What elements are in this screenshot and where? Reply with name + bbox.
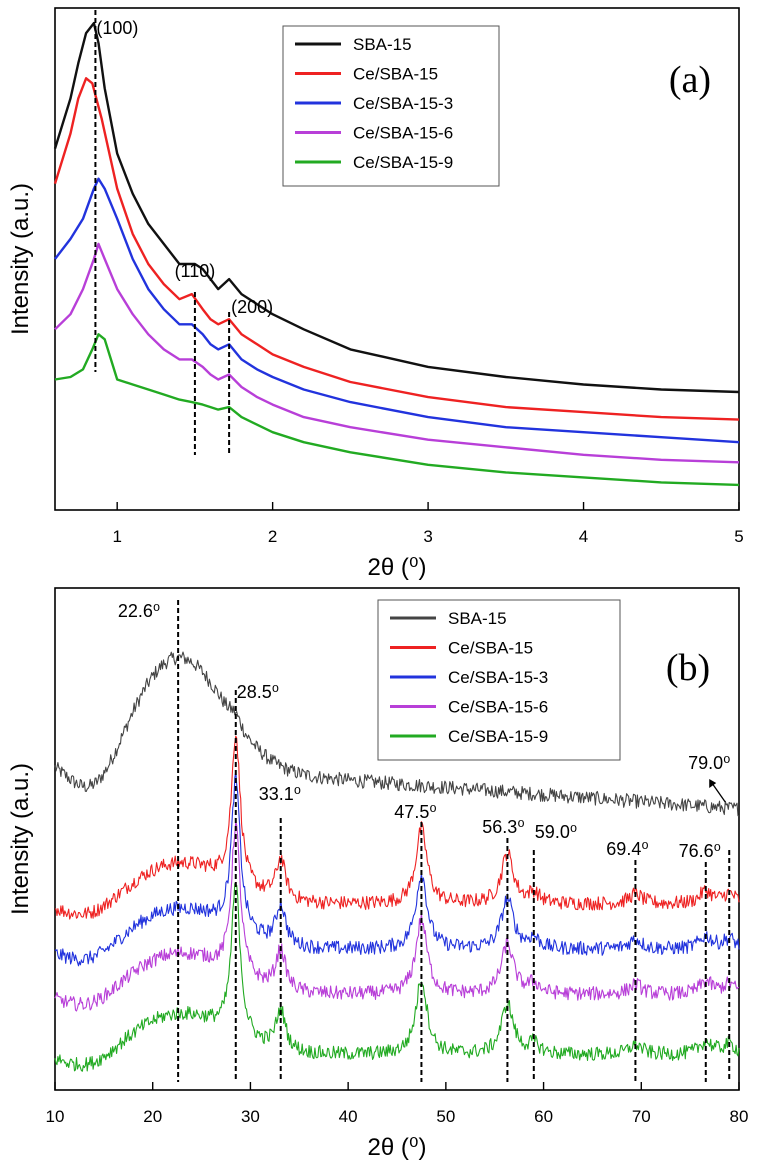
series-line-ce-sba-15-3: [54, 770, 740, 967]
legend-box: [377, 599, 621, 761]
x-tick-label: 1: [112, 527, 121, 546]
legend-entry-ce-sba-15-6: Ce/SBA-15-6: [448, 698, 548, 717]
legend-box: [282, 25, 500, 187]
peak-label-47-5: 47.5⁰: [394, 802, 436, 822]
series-line-ce-sba-15-6: [54, 821, 740, 1012]
panel-label: (b): [666, 647, 710, 689]
series-line-ce-sba-15-9: [54, 883, 740, 1072]
peak-label-33-1: 33.1⁰: [259, 784, 301, 804]
peak-label-76-6: 76.6⁰: [679, 841, 721, 861]
x-tick-label: 60: [534, 1107, 553, 1126]
legend-entry-ce-sba-15: Ce/SBA-15: [448, 639, 533, 658]
peak-label-79-0: 79.0⁰: [688, 753, 730, 773]
panel-label: (a): [669, 59, 711, 101]
series-line-ce-sba-15-9: [54, 333, 740, 487]
series-line-ce-sba-15-3: [54, 177, 740, 444]
x-tick-label: 5: [734, 527, 743, 546]
y-axis-label: Intensity (a.u.): [7, 183, 34, 335]
y-axis-label: Intensity (a.u.): [7, 763, 34, 915]
legend-entry-ce-sba-15-9: Ce/SBA-15-9: [353, 153, 453, 172]
x-axis-label: 2θ (⁰): [368, 554, 427, 581]
x-tick-label: 10: [46, 1107, 65, 1126]
legend-entry-ce-sba-15: Ce/SBA-15: [353, 65, 438, 84]
x-tick-label: 3: [423, 527, 432, 546]
series-line-ce-sba-15: [55, 735, 740, 920]
peak-label-69-4: 69.4⁰: [606, 839, 648, 859]
peak-label-100: (100): [96, 18, 138, 38]
x-tick-label: 4: [579, 527, 588, 546]
peak-label-56-3: 56.3⁰: [482, 817, 524, 837]
legend-entry-sba-15: SBA-15: [353, 35, 412, 54]
plot-frame: [54, 587, 740, 1091]
peak-label-28-5: 28.5⁰: [237, 682, 279, 702]
x-tick-label: 2: [268, 527, 277, 546]
peak-label-22-6: 22.6⁰: [118, 601, 160, 621]
series-line-ce-sba-15: [53, 77, 740, 421]
legend: SBA-15 Ce/SBA-15 Ce/SBA-15-3 Ce/SBA-15-6 Ce/…: [282, 25, 500, 187]
legend-entry-ce-sba-15-3: Ce/SBA-15-3: [448, 668, 548, 687]
series-line-sba-15: [53, 21, 740, 394]
x-axis-label: 2θ (⁰): [368, 1134, 427, 1161]
peak-label-200: (200): [231, 297, 273, 317]
peak-label-110: (110): [175, 261, 216, 281]
x-tick-label: 40: [339, 1107, 358, 1126]
legend-entry-sba-15: SBA-15: [448, 609, 507, 628]
series-line-ce-sba-15-6: [54, 242, 740, 464]
series-line-sba-15: [54, 651, 740, 817]
x-tick-label: 70: [632, 1107, 651, 1126]
legend: SBA-15 Ce/SBA-15 Ce/SBA-15-3 Ce/SBA-15-6 Ce/…: [377, 599, 621, 761]
x-tick-label: 50: [436, 1107, 455, 1126]
legend-entry-ce-sba-15-6: Ce/SBA-15-6: [353, 124, 453, 143]
legend-entry-ce-sba-15-3: Ce/SBA-15-3: [353, 94, 453, 113]
legend-entry-ce-sba-15-9: Ce/SBA-15-9: [448, 727, 548, 746]
x-tick-label: 30: [241, 1107, 260, 1126]
arrow-79-line: [710, 781, 726, 803]
x-tick-label: 80: [730, 1107, 749, 1126]
peak-label-59-0: 59.0⁰: [535, 822, 577, 842]
x-tick-label: 20: [143, 1107, 162, 1126]
panel-a-small-angle-xrd: 1 2 3 4 5 2θ (⁰) Intensity (a.u.) (a) (100) (110)…: [7, 7, 744, 581]
panel-b-wide-angle-xrd: 10 20 30 40 50 60 70 80 2θ (⁰) Intensity (a.u.) (b…: [7, 587, 749, 1161]
arrow-79-head: [709, 779, 717, 788]
